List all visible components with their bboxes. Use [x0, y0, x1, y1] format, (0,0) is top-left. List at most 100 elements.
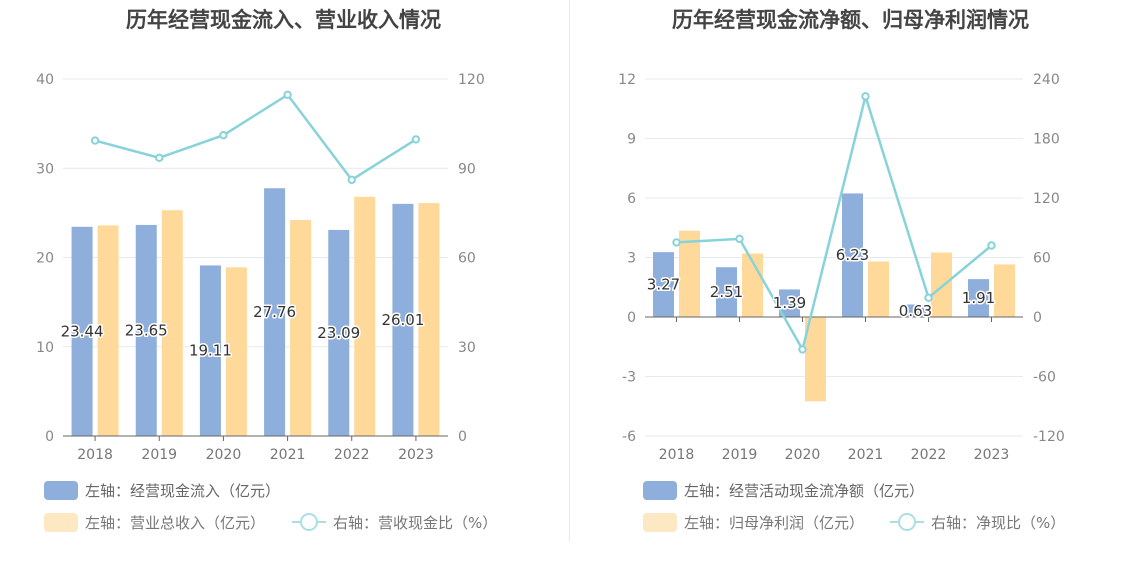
left-ratio-point: [90, 136, 100, 145]
right-right-tick-label: 60: [1033, 251, 1051, 267]
right-ratio-point: [861, 92, 870, 101]
left-x-tick-label: 2020: [206, 447, 242, 463]
left-data-label: 26.01: [381, 311, 424, 329]
panel-divider: [569, 0, 570, 542]
right-left-tick-label: 12: [618, 72, 636, 88]
right-ratio-point: [672, 238, 681, 247]
right-bar-primary: [905, 304, 926, 317]
right-bar-primary: [653, 252, 674, 317]
left-data-label: 23.09: [317, 324, 360, 342]
right-ratio-point: [987, 241, 996, 250]
right-bar-secondary: [931, 252, 952, 317]
right-data-label: 0.63: [899, 302, 932, 320]
right-ratio-line: [676, 91, 993, 353]
right-data-label: 2.51: [710, 283, 743, 301]
left-legend-item-inflow[interactable]: 左轴：经营现金流入（亿元）: [44, 480, 280, 500]
left-x-tick-label: 2019: [141, 447, 177, 463]
left-bar-primary: [199, 265, 221, 436]
left-x-tick-label: 2023: [398, 447, 434, 463]
right-bar-secondary: [679, 230, 700, 317]
legend-line-circle-icon: [292, 512, 326, 532]
right-x-tick-label: 2020: [785, 447, 821, 463]
right-left-tick-label: 0: [627, 310, 636, 326]
left-right-tick-label: 0: [458, 429, 467, 445]
right-right-tick-label: 240: [1033, 72, 1060, 88]
left-bar-secondary: [161, 210, 183, 436]
left-left-tick-label: 40: [36, 72, 54, 88]
right-legend-item-profit[interactable]: 左轴：归母净利润（亿元）: [643, 512, 864, 532]
left-right-tick-label: 30: [458, 340, 476, 356]
right-bar-primary: [779, 289, 800, 317]
right-right-tick-label: 180: [1033, 132, 1060, 148]
right-legend-label-netcash: 左轴：经营活动现金流净额（亿元）: [684, 481, 925, 500]
left-ratio-point: [283, 90, 292, 99]
left-bar-secondary: [97, 225, 119, 436]
right-legend-label-ratio: 右轴：净现比（%）: [931, 513, 1066, 532]
left-bar-secondary: [225, 267, 247, 436]
left-data-label: 19.11: [189, 342, 232, 360]
right-bar-primary: [716, 267, 737, 317]
left-bar-secondary: [354, 196, 376, 436]
left-ratio-point: [411, 135, 421, 144]
legend-line-circle-icon: [890, 512, 924, 532]
left-x-tick-label: 2022: [334, 447, 370, 463]
right-right-tick-label: 0: [1033, 310, 1042, 326]
left-legend-item-revenue[interactable]: 左轴：营业总收入（亿元）: [44, 512, 265, 532]
left-bar-primary: [392, 203, 414, 436]
right-ratio-point: [735, 234, 744, 244]
right-bar-secondary: [994, 264, 1015, 317]
legend-swatch-blue: [44, 480, 78, 500]
left-ratio-line: [94, 93, 417, 182]
left-right-tick-label: 90: [458, 161, 476, 177]
left-chart-panel: 历年经营现金流入、营业收入情况 0 10 20 30 40 0 30 60 90 120 2018 2…: [36, 8, 497, 532]
left-legend-label-inflow: 左轴：经营现金流入（亿元）: [85, 481, 281, 500]
right-ratio-point: [798, 345, 807, 354]
left-left-tick-label: 30: [36, 161, 54, 177]
right-right-tick-label: 120: [1033, 191, 1060, 207]
right-left-tick-label: 9: [627, 132, 636, 148]
legend-swatch-orange: [44, 512, 78, 532]
left-x-tick-label: 2021: [270, 447, 306, 463]
left-ratio-point: [347, 175, 356, 185]
right-left-tick-label: -3: [622, 370, 636, 386]
left-bar-secondary: [418, 203, 440, 436]
left-bar-primary: [328, 229, 350, 436]
right-data-label: 1.91: [962, 289, 995, 307]
right-left-tick-label: -6: [622, 429, 636, 445]
legend-swatch-blue: [643, 480, 677, 500]
left-left-tick-label: 10: [36, 340, 54, 356]
left-data-label: 23.44: [61, 322, 104, 340]
legend-swatch-orange: [643, 512, 677, 532]
left-legend-item-ratio[interactable]: 右轴：营收现金比（%）: [292, 512, 497, 532]
right-data-label: 1.39: [773, 294, 806, 312]
left-ratio-point: [155, 153, 164, 163]
left-chart-title: 历年经营现金流入、营业收入情况: [126, 8, 441, 32]
right-legend-label-profit: 左轴：归母净利润（亿元）: [684, 513, 865, 532]
right-data-label: 6.23: [836, 246, 869, 264]
right-x-tick-label: 2018: [659, 447, 695, 463]
right-right-tick-label: -120: [1033, 429, 1065, 445]
left-bar-primary: [71, 226, 93, 436]
right-right-tick-label: -60: [1033, 370, 1056, 386]
right-chart-title: 历年经营现金流净额、归母净利润情况: [672, 8, 1029, 32]
left-legend-label-ratio: 右轴：营收现金比（%）: [333, 513, 498, 532]
left-ratio-point: [219, 131, 228, 140]
left-data-label: 23.65: [125, 321, 168, 339]
right-chart-svg: -6 -3 0 3 6 9 12 -120 -60 0 60 120 180 240 2018 2019 202…: [618, 72, 1065, 463]
right-x-tick-label: 2023: [974, 447, 1010, 463]
right-bar-primary: [968, 279, 989, 317]
right-bar-primary: [842, 193, 863, 317]
right-legend-item-ratio[interactable]: 右轴：净现比（%）: [890, 512, 1065, 532]
right-x-tick-label: 2019: [722, 447, 758, 463]
left-bar-primary: [264, 188, 286, 436]
right-left-tick-label: 6: [627, 191, 636, 207]
right-data-label: 3.27: [647, 276, 680, 294]
left-right-tick-label: 60: [458, 251, 476, 267]
left-bar-primary: [135, 224, 157, 436]
right-legend-item-netcash[interactable]: 左轴：经营活动现金流净额（亿元）: [643, 480, 924, 500]
right-chart-panel: 历年经营现金流净额、归母净利润情况 -6 -3 0 3 6 9 12 -120 -60 0 60 12…: [567, 0, 1134, 582]
right-bar-secondary: [868, 261, 889, 317]
left-chart-svg: 0 10 20 30 40 0 30 60 90 120 2018 2019 2020 2021 2022 2…: [36, 72, 485, 463]
right-left-tick-label: 3: [627, 251, 636, 267]
right-ratio-point: [924, 293, 933, 302]
